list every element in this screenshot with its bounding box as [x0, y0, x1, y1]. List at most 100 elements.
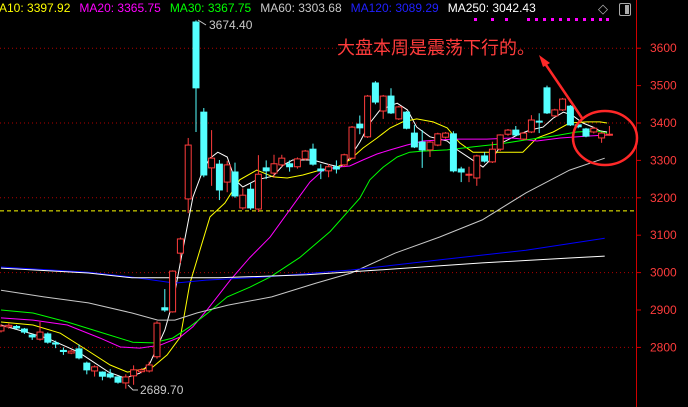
candle-body — [301, 150, 309, 160]
candle — [356, 115, 364, 135]
candle-body — [293, 158, 301, 168]
candle-body — [364, 95, 372, 138]
candle — [504, 128, 512, 136]
candle-body — [543, 87, 551, 114]
candle — [278, 154, 286, 168]
tick-label: 3100 — [650, 228, 677, 242]
price-axis: 3600 3500 3400 3300 3200 3100 3000 2900 2800 — [636, 41, 677, 354]
candle-body — [192, 21, 200, 89]
candle — [457, 166, 465, 183]
candle — [527, 115, 535, 134]
candle-body — [395, 106, 403, 120]
candle-body — [208, 157, 216, 169]
candle-body — [28, 334, 36, 338]
candle-body — [481, 155, 489, 162]
candle-body — [527, 119, 535, 133]
candle — [161, 289, 169, 312]
candle-body — [161, 307, 169, 311]
candle-body — [223, 164, 231, 183]
candle-body — [20, 328, 28, 333]
candle-body — [551, 109, 559, 117]
candle-body — [473, 155, 481, 179]
candle-body — [309, 148, 317, 165]
candle — [176, 237, 184, 264]
candle — [371, 81, 379, 105]
candle-body — [262, 167, 270, 172]
window-icon[interactable] — [619, 3, 631, 16]
candle-body — [332, 166, 340, 170]
candle-body — [566, 105, 574, 126]
candle-body — [44, 333, 52, 343]
candle-body — [278, 157, 286, 166]
tick-label: 3600 — [650, 41, 677, 55]
gridlines — [0, 47, 636, 348]
candle-body — [122, 376, 130, 384]
candle — [348, 125, 356, 159]
candle — [426, 140, 434, 158]
candle — [551, 108, 559, 118]
candle — [13, 324, 21, 330]
candle — [418, 130, 426, 168]
candle-body — [247, 188, 255, 209]
candle — [317, 164, 325, 180]
high-marker: 3674.40 — [197, 18, 253, 32]
candle-body — [184, 144, 192, 200]
legend-ma10: MA10: 3397.92 — [0, 1, 71, 15]
candle-body — [52, 342, 60, 345]
candle-body — [356, 123, 364, 129]
candle — [122, 374, 130, 389]
annotation-arrow — [539, 55, 584, 119]
candle — [340, 153, 348, 168]
ma-legend: MA10: 3397.92 MA20: 3365.75 MA30: 3367.75 M… — [0, 1, 545, 15]
candle-body — [75, 348, 83, 359]
diamond-icon[interactable]: ◇ — [598, 2, 608, 17]
candle-body — [340, 154, 348, 166]
candle-body — [403, 111, 411, 129]
candle — [481, 152, 489, 163]
candle-body — [598, 132, 606, 139]
tick-label: 2800 — [650, 340, 677, 354]
candle — [488, 141, 496, 164]
candle — [434, 132, 442, 147]
candle-body — [254, 173, 262, 210]
candle — [231, 162, 239, 198]
ma-line-ma250 — [0, 255, 605, 279]
candle-body — [520, 132, 528, 140]
candle-body — [83, 362, 91, 371]
candle-body — [59, 349, 67, 353]
candle-body — [317, 168, 325, 172]
candle-body — [325, 166, 333, 172]
candle — [535, 113, 543, 134]
candle — [0, 324, 5, 333]
candle — [270, 154, 278, 178]
candle — [83, 361, 91, 375]
candle — [286, 160, 294, 172]
candle — [512, 125, 520, 137]
candle-body — [106, 373, 114, 378]
legend-ma120: MA120: 3089.29 — [350, 1, 439, 15]
candle — [605, 125, 613, 136]
candle-body — [145, 364, 153, 372]
candle — [465, 166, 473, 183]
low-marker: 2689.70 — [127, 383, 184, 397]
candle-body — [559, 98, 567, 111]
candle-body — [496, 134, 504, 150]
candle-body — [36, 331, 44, 340]
candle — [91, 365, 99, 377]
candle — [208, 130, 216, 186]
candle — [52, 340, 60, 349]
candle — [496, 134, 504, 152]
candle-body — [371, 82, 379, 103]
candle — [75, 344, 83, 360]
candle-body — [449, 133, 457, 172]
candle — [254, 155, 262, 213]
highlight-circle — [571, 109, 639, 167]
candle — [410, 124, 418, 149]
candle — [98, 371, 106, 381]
candle — [566, 105, 574, 126]
candle-body — [169, 270, 177, 313]
tick-label: 3000 — [650, 266, 677, 280]
candle — [44, 332, 52, 344]
candle-body — [286, 163, 294, 168]
candle-body — [442, 132, 450, 138]
